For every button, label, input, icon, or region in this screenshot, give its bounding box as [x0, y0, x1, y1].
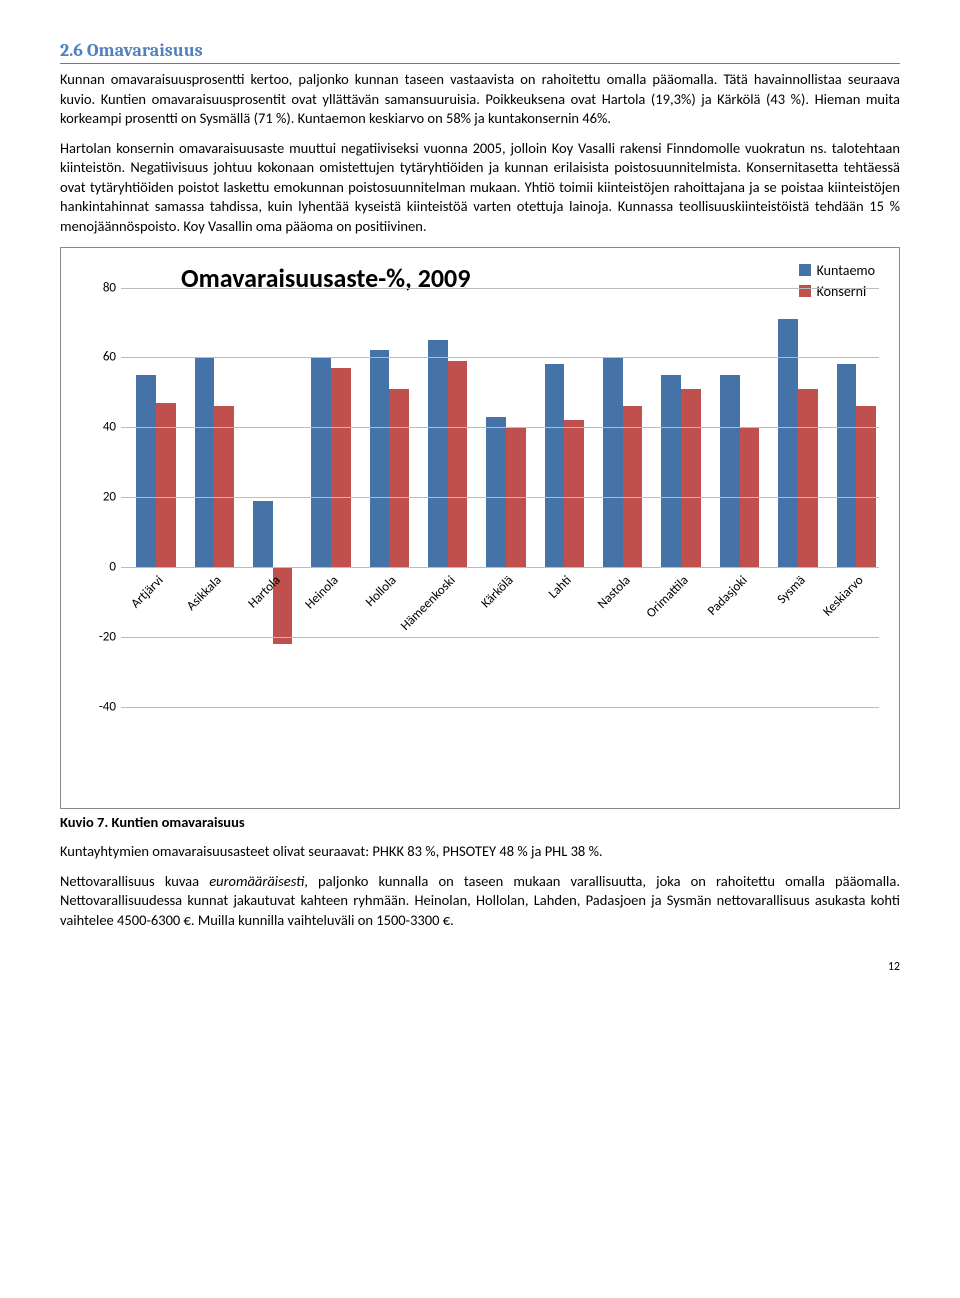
para4-emphasis: euromääräisesti [209, 872, 304, 890]
y-tick-label: 40 [81, 420, 116, 435]
bar-konserni [623, 406, 643, 567]
chart-container: Omavaraisuusaste-%, 2009 KuntaemoKonsern… [60, 247, 900, 809]
paragraph-1: Kunnan omavaraisuusprosentti kertoo, pal… [60, 70, 900, 129]
bar-konserni [681, 389, 701, 567]
bar-kuntaemo [603, 357, 623, 567]
paragraph-3: Kuntayhtymien omavaraisuusasteet olivat … [60, 842, 900, 862]
gridline [121, 288, 879, 289]
legend-swatch [799, 264, 811, 276]
y-tick-label: 0 [81, 559, 116, 574]
gridline [121, 497, 879, 498]
bar-konserni [389, 389, 409, 567]
chart-plot: -40-20020406080ArtjärviAsikkalaHartolaHe… [121, 288, 879, 708]
bar-kuntaemo [720, 375, 740, 567]
bar-kuntaemo [136, 375, 156, 567]
para4-text-a: Nettovarallisuus kuvaa [60, 872, 209, 890]
bar-kuntaemo [253, 501, 273, 567]
bar-kuntaemo [778, 319, 798, 567]
legend-item: Kuntaemo [799, 262, 875, 279]
bar-konserni [856, 406, 876, 567]
y-tick-label: -40 [81, 699, 116, 714]
page-number: 12 [60, 960, 900, 974]
gridline [121, 707, 879, 708]
bar-konserni [448, 361, 468, 567]
gridline [121, 427, 879, 428]
paragraph-4: Nettovarallisuus kuvaa euromääräisesti, … [60, 872, 900, 931]
y-tick-label: 80 [81, 280, 116, 295]
section-heading: 2.6 Omavaraisuus [60, 40, 900, 64]
bar-konserni [798, 389, 818, 567]
gridline [121, 637, 879, 638]
bar-konserni [214, 406, 234, 567]
y-tick-label: -20 [81, 629, 116, 644]
bar-kuntaemo [837, 364, 857, 567]
bar-kuntaemo [486, 417, 506, 567]
chart: Omavaraisuusaste-%, 2009 KuntaemoKonsern… [61, 248, 899, 808]
bar-kuntaemo [195, 357, 215, 567]
bar-konserni [331, 368, 351, 567]
y-tick-label: 20 [81, 490, 116, 505]
gridline [121, 567, 879, 568]
legend-label: Kuntaemo [817, 262, 875, 279]
bar-kuntaemo [311, 357, 331, 567]
y-tick-label: 60 [81, 350, 116, 365]
figure-caption: Kuvio 7. Kuntien omavaraisuus [60, 813, 900, 833]
bar-kuntaemo [370, 350, 390, 566]
bar-konserni [564, 420, 584, 567]
bar-kuntaemo [428, 340, 448, 567]
paragraph-2: Hartolan konsernin omavaraisuusaste muut… [60, 139, 900, 237]
bar-kuntaemo [661, 375, 681, 567]
gridline [121, 357, 879, 358]
bar-kuntaemo [545, 364, 565, 567]
